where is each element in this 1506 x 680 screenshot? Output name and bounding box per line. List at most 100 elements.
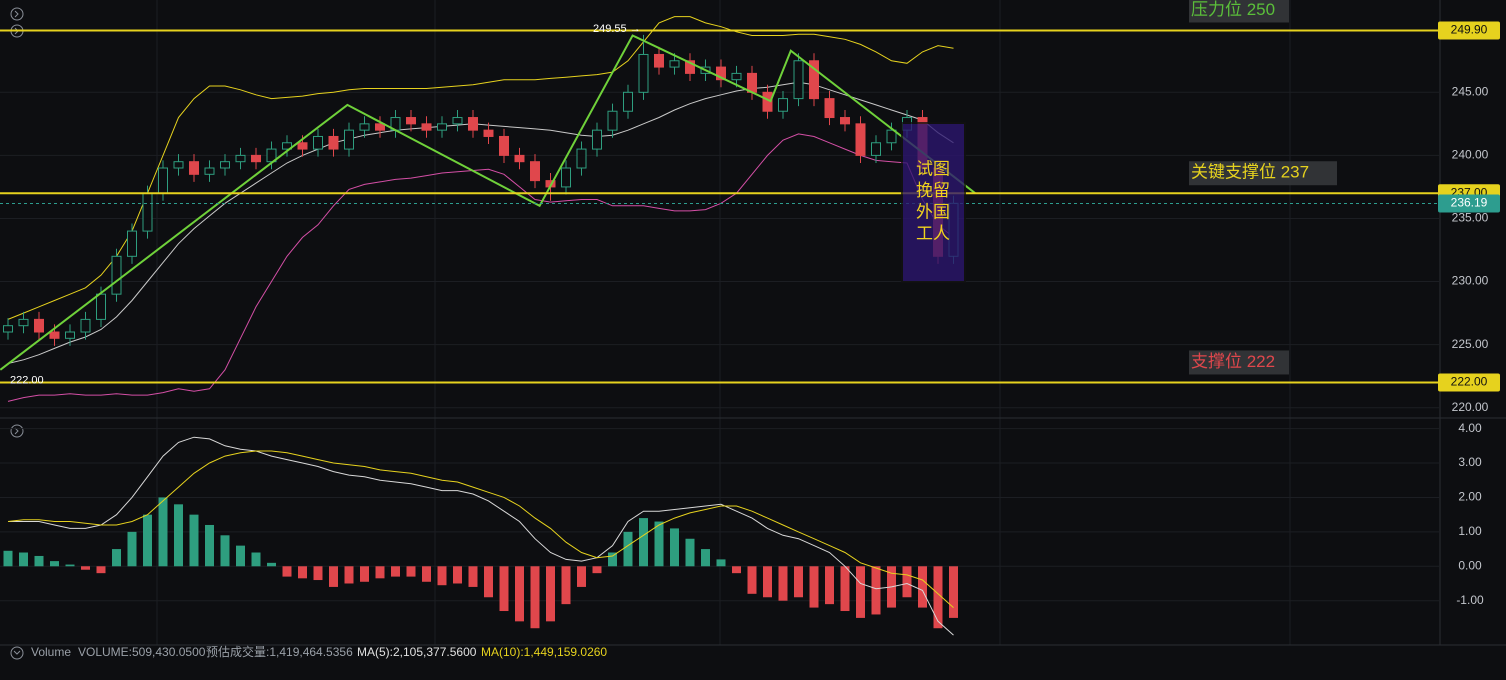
status-estimate: 预估成交量:1,419,464.5356 — [206, 644, 353, 659]
candle-body — [173, 161, 184, 169]
level-tag — [1438, 373, 1500, 392]
macd-bar — [809, 566, 819, 608]
note-box — [1189, 161, 1337, 186]
candle-body — [251, 154, 261, 163]
y-tick-label: 0.00 — [1458, 558, 1482, 572]
candle-body — [747, 72, 757, 93]
candle-body — [189, 161, 199, 175]
macd-bar — [701, 549, 710, 567]
candle-body — [762, 91, 773, 112]
candle-body — [235, 154, 246, 163]
macd-bar — [422, 566, 431, 582]
candle-body — [142, 192, 153, 232]
macd-bar — [50, 561, 59, 567]
level-tag — [1438, 21, 1500, 40]
candle-body — [421, 123, 432, 131]
macd-bar — [34, 555, 44, 567]
band-line — [7, 133, 954, 402]
level-tag-label: 249.90 — [1451, 23, 1488, 37]
y-tick-label: -1.00 — [1456, 593, 1484, 607]
status-ma10: MA(10):1,449,159.0260 — [481, 645, 607, 659]
candle-body — [855, 123, 866, 156]
macd-line — [7, 450, 954, 608]
macd-bar — [747, 566, 757, 594]
candle-body — [406, 117, 416, 125]
macd-bar — [933, 566, 943, 629]
candle-body — [359, 123, 370, 131]
macd-bar — [716, 559, 726, 567]
zigzag-line — [0, 34, 976, 371]
candle-body — [561, 167, 571, 188]
macd-bar — [127, 531, 137, 567]
candle-body — [282, 142, 292, 150]
macd-bar — [205, 524, 214, 567]
macd-line — [8, 436, 954, 636]
note-box — [1189, 350, 1289, 375]
macd-bar — [639, 518, 648, 567]
macd-bar — [840, 566, 850, 612]
annotation-text: 外国 — [916, 202, 950, 221]
candle-body — [158, 167, 168, 194]
macd-bar — [174, 504, 183, 567]
status-ma5: MA(5):2,105,377.5600 — [357, 645, 477, 659]
last-price-tag — [1438, 194, 1500, 213]
macd-bar — [732, 566, 741, 574]
y-tick-label: 240.00 — [1452, 148, 1489, 162]
macd-bar — [96, 566, 106, 574]
macd-bar — [949, 566, 958, 618]
candle-body — [778, 98, 788, 112]
candle-body — [220, 161, 230, 169]
y-tick-label: 4.00 — [1458, 421, 1482, 435]
candle-body — [204, 167, 215, 175]
macd-bar — [592, 566, 602, 574]
y-tick-label: 235.00 — [1452, 211, 1489, 225]
macd-bar — [313, 566, 323, 581]
macd-bar — [499, 566, 509, 612]
macd-bar — [515, 566, 524, 622]
candle-body — [716, 66, 726, 81]
macd-bar — [406, 566, 416, 577]
macd-bar — [158, 497, 168, 567]
candle-body — [49, 331, 60, 339]
macd-bar — [778, 566, 788, 601]
candle-body — [871, 142, 881, 156]
macd-bar — [561, 566, 571, 605]
macd-bar — [19, 552, 28, 567]
band-line — [7, 16, 954, 320]
candle-body — [669, 60, 680, 68]
y-tick-label: 3.00 — [1458, 455, 1482, 469]
y-tick-label: 2.00 — [1458, 490, 1482, 504]
candle-body — [111, 255, 122, 295]
macd-bar — [530, 566, 540, 629]
candle-body — [654, 53, 664, 68]
macd-bar — [360, 566, 369, 582]
macd-bar — [391, 566, 400, 577]
level-tag-label: 222.00 — [1451, 375, 1488, 389]
candle-body — [313, 135, 323, 150]
candle-body — [18, 318, 29, 327]
macd-bar — [81, 566, 90, 570]
annotation-text: 工人 — [916, 224, 950, 243]
macd-bar — [608, 552, 617, 567]
candle-body — [592, 129, 602, 150]
macd-bar — [3, 550, 13, 567]
candle-body — [127, 230, 137, 257]
annotation-text: 试图 — [916, 159, 950, 178]
candle-body — [344, 129, 354, 150]
candle-body — [840, 117, 850, 125]
macd-bar — [220, 535, 230, 567]
candle-body — [514, 154, 525, 163]
y-tick-label: 225.00 — [1452, 337, 1489, 351]
candle-body — [886, 129, 897, 144]
status-title: Volume — [31, 645, 71, 659]
candle-body — [452, 117, 463, 125]
macd-bar — [623, 531, 633, 567]
macd-bar — [282, 566, 292, 577]
annotation-box — [901, 122, 966, 283]
note-box — [1189, 0, 1289, 23]
status-volume: VOLUME:509,430.0500 — [78, 645, 206, 659]
macd-bar — [375, 566, 385, 579]
candle-body — [468, 117, 478, 131]
candle-body — [824, 98, 835, 119]
